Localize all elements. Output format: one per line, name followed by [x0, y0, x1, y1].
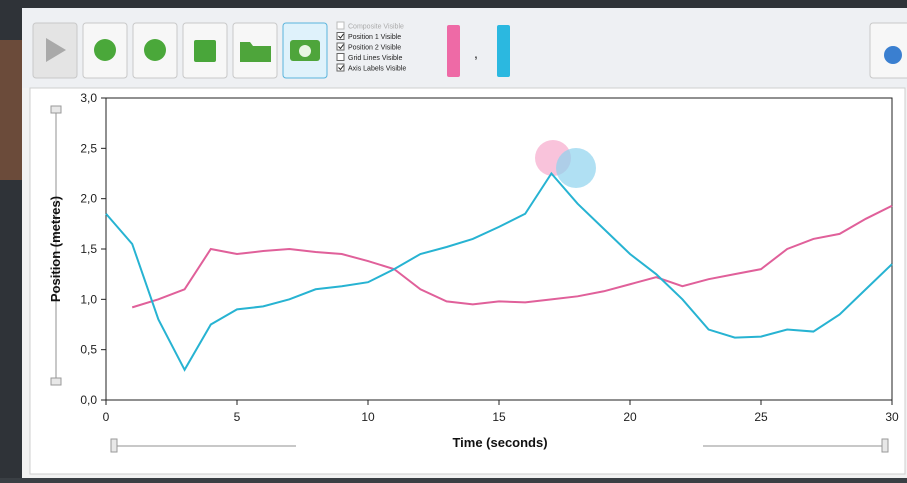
screen: Composite Visible Position 1 Visible Posit… — [0, 0, 907, 478]
position-2-slider[interactable] — [497, 25, 510, 77]
x-tick-label: 30 — [885, 410, 899, 424]
options: Composite Visible Position 1 Visible Posit… — [337, 22, 406, 73]
position-2-marker — [556, 148, 596, 188]
checkbox-label: Axis Labels Visible — [348, 66, 406, 73]
checkbox-label: Position 2 Visible — [348, 45, 401, 52]
x-tick-label: 15 — [492, 410, 506, 424]
y-tick-label: 0,5 — [80, 343, 97, 357]
y-tick-label: 1,0 — [80, 292, 97, 306]
y-tick-label: 0,0 — [80, 393, 97, 407]
page: Composite Visible Position 1 Visible Posit… — [0, 0, 907, 478]
x-tick-label: 0 — [103, 410, 110, 424]
save-icon — [194, 40, 216, 62]
undo-icon — [94, 39, 116, 61]
camera-lens — [299, 45, 311, 57]
desktop-photo — [0, 40, 22, 180]
checkbox-label: Position 1 Visible — [348, 34, 401, 41]
vertical-slider-thumb[interactable] — [51, 378, 61, 385]
redo-icon — [144, 39, 166, 61]
separator: , — [474, 45, 478, 61]
checkbox[interactable] — [337, 54, 344, 61]
y-axis-label: Position (metres) — [48, 196, 63, 302]
x-tick-label: 5 — [234, 410, 241, 424]
y-tick-label: 2,5 — [80, 141, 97, 155]
start-slider-thumb[interactable] — [111, 439, 117, 452]
vertical-slider-thumb[interactable] — [51, 106, 61, 113]
checkbox-label: Composite Visible — [348, 24, 404, 31]
x-tick-label: 25 — [754, 410, 768, 424]
y-tick-label: 1,5 — [80, 242, 97, 256]
chart-panel — [30, 88, 905, 474]
checkbox[interactable] — [337, 22, 344, 29]
x-tick-label: 10 — [361, 410, 375, 424]
checkbox-label: Grid Lines Visible — [348, 55, 402, 62]
x-tick-label: 20 — [623, 410, 637, 424]
position-1-slider[interactable] — [447, 25, 460, 77]
end-slider-thumb[interactable] — [882, 439, 888, 452]
settings-icon — [884, 46, 902, 64]
y-tick-label: 2,0 — [80, 192, 97, 206]
y-tick-label: 3,0 — [80, 91, 97, 105]
x-axis-label: Time (seconds) — [452, 435, 547, 450]
